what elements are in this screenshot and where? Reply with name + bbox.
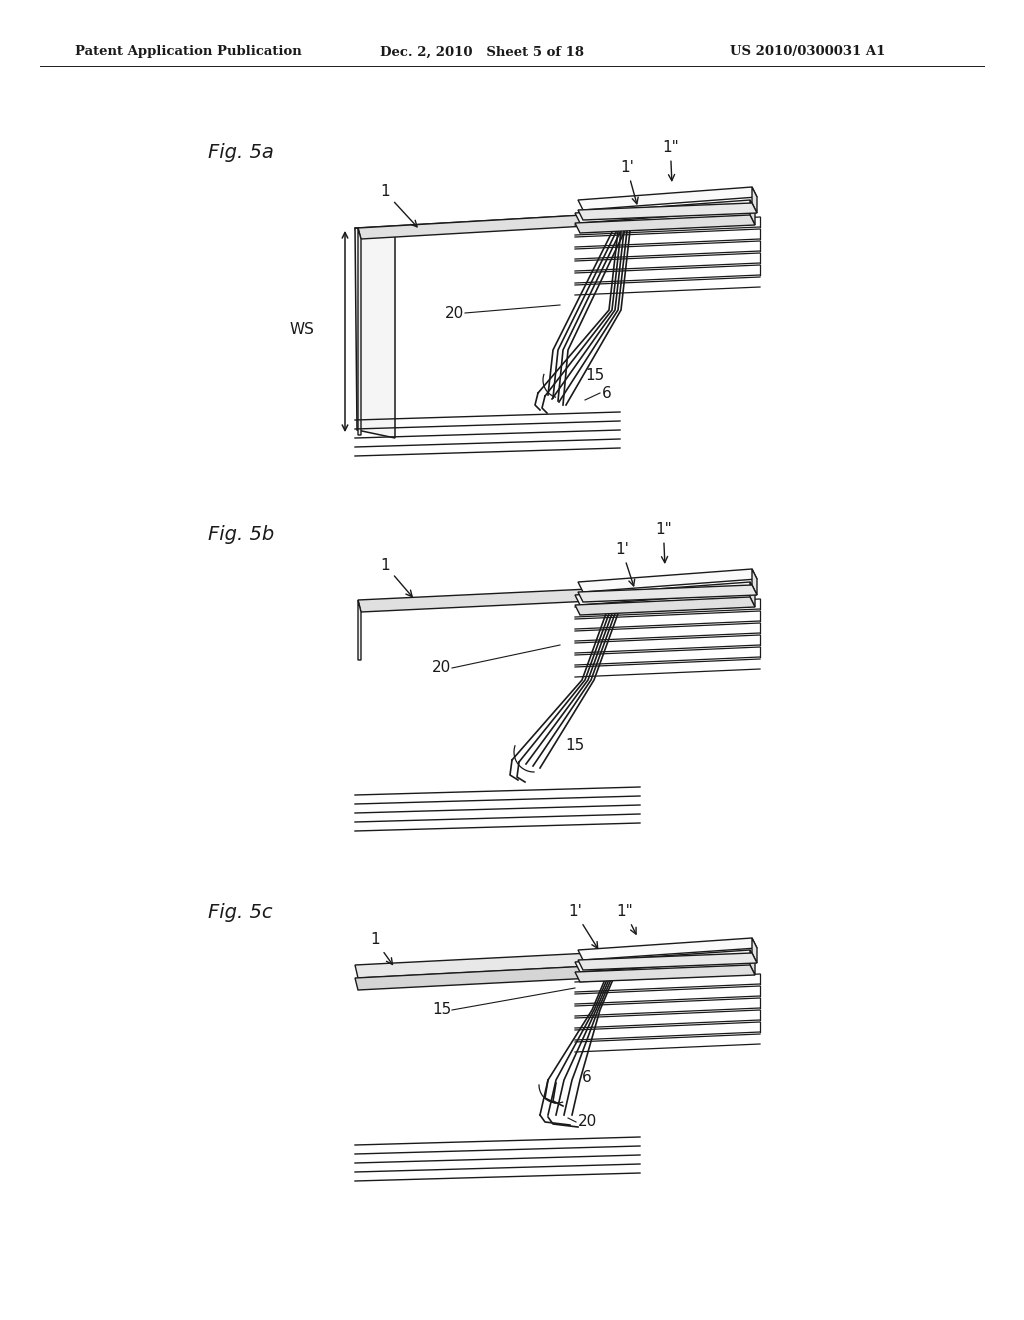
Text: 15: 15: [565, 738, 585, 752]
Polygon shape: [750, 201, 755, 224]
Polygon shape: [575, 582, 755, 605]
Text: 1: 1: [371, 932, 392, 965]
Polygon shape: [355, 952, 613, 978]
Text: 20: 20: [432, 660, 452, 676]
Text: 20: 20: [445, 305, 464, 321]
Polygon shape: [355, 228, 395, 438]
Polygon shape: [752, 187, 757, 213]
Polygon shape: [578, 585, 757, 602]
Text: Dec. 2, 2010   Sheet 5 of 18: Dec. 2, 2010 Sheet 5 of 18: [380, 45, 584, 58]
Text: Fig. 5c: Fig. 5c: [208, 903, 272, 921]
Polygon shape: [578, 569, 757, 591]
Text: 1': 1': [615, 543, 635, 586]
Polygon shape: [578, 939, 757, 960]
Text: 1": 1": [616, 904, 636, 935]
Text: Fig. 5b: Fig. 5b: [208, 525, 274, 544]
Polygon shape: [575, 215, 755, 234]
Polygon shape: [752, 569, 757, 595]
Polygon shape: [575, 950, 755, 972]
Polygon shape: [752, 939, 757, 964]
Polygon shape: [578, 203, 757, 220]
Text: 1': 1': [568, 904, 598, 948]
Polygon shape: [575, 597, 755, 615]
Text: 15: 15: [432, 1002, 452, 1018]
Polygon shape: [750, 582, 755, 607]
Text: WS: WS: [290, 322, 314, 338]
Text: 1': 1': [620, 161, 638, 203]
Polygon shape: [355, 213, 622, 238]
Text: Fig. 5a: Fig. 5a: [208, 143, 273, 161]
Polygon shape: [578, 953, 757, 970]
Text: 1: 1: [380, 185, 417, 227]
Text: 20: 20: [578, 1114, 597, 1130]
Polygon shape: [750, 950, 755, 975]
Polygon shape: [355, 965, 613, 990]
Polygon shape: [575, 965, 755, 982]
Text: US 2010/0300031 A1: US 2010/0300031 A1: [730, 45, 886, 58]
Polygon shape: [358, 213, 621, 239]
Polygon shape: [358, 228, 361, 436]
Text: 1": 1": [662, 140, 679, 181]
Text: 1: 1: [380, 557, 413, 597]
Polygon shape: [575, 201, 755, 223]
Text: Patent Application Publication: Patent Application Publication: [75, 45, 302, 58]
Text: 6: 6: [582, 1071, 592, 1085]
Polygon shape: [358, 587, 613, 612]
Text: 6: 6: [602, 385, 611, 400]
Polygon shape: [578, 187, 757, 210]
Text: 1": 1": [655, 523, 672, 562]
Text: 15: 15: [585, 367, 604, 383]
Polygon shape: [358, 601, 361, 660]
